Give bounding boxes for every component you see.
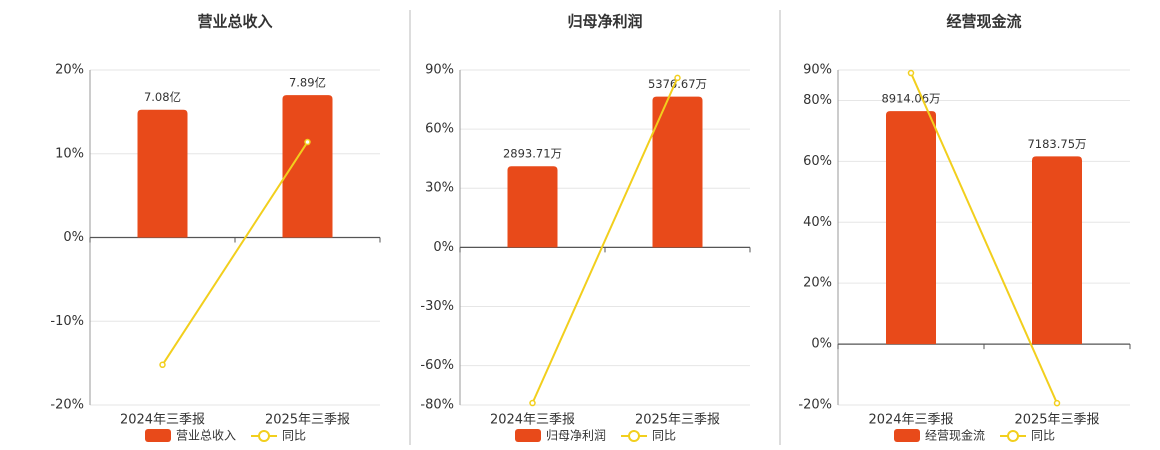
- y-tick-label: -80%: [420, 398, 454, 413]
- chart-title: 经营现金流: [946, 13, 1021, 31]
- x-tick-label: 2025年三季报: [635, 413, 720, 428]
- chart-title: 营业总收入: [197, 13, 272, 31]
- legend-swatch: [145, 429, 171, 442]
- y-tick-label: 80%: [803, 93, 832, 108]
- line-point: [907, 69, 915, 77]
- legend-label: 归母净利润: [546, 429, 606, 443]
- y-tick-label: 90%: [803, 63, 832, 78]
- line-point: [529, 399, 536, 407]
- legend-swatch: [894, 429, 920, 442]
- x-tick-label: 2025年三季报: [265, 413, 350, 428]
- legend-marker: [258, 430, 271, 442]
- line: [910, 72, 1058, 404]
- y-tick-label: 10%: [55, 146, 84, 161]
- line-point: [674, 74, 681, 82]
- legend-label: 同比: [652, 429, 676, 443]
- legend-label: 同比: [282, 429, 306, 443]
- line: [161, 141, 309, 366]
- y-tick-label: -30%: [420, 299, 454, 314]
- legend-label: 营业总收入: [176, 429, 236, 443]
- y-tick-label: -20%: [798, 398, 832, 413]
- y-tick-label: 0%: [63, 230, 84, 245]
- bar: [137, 109, 188, 238]
- bar: [1032, 156, 1082, 345]
- y-tick-label: -10%: [50, 314, 84, 329]
- legend-label: 同比: [1031, 429, 1055, 443]
- legend-label: 经营现金流: [925, 428, 985, 443]
- value-label: 7.08亿: [144, 90, 181, 104]
- y-tick-label: 0%: [811, 337, 832, 352]
- line-point: [1053, 399, 1061, 407]
- value-label: 5376.67万: [648, 77, 707, 91]
- y-tick-label: 60%: [803, 154, 832, 169]
- y-tick-label: 40%: [803, 215, 832, 230]
- y-tick-label: 90%: [425, 63, 454, 78]
- y-tick-label: -20%: [50, 398, 84, 413]
- bar: [886, 111, 936, 345]
- y-tick-label: 20%: [55, 63, 84, 78]
- y-tick-label: 30%: [425, 181, 454, 196]
- value-label: 7.89亿: [289, 76, 326, 90]
- legend-marker: [628, 430, 641, 442]
- legend-swatch: [515, 429, 541, 442]
- chart-title: 归母净利润: [567, 13, 642, 31]
- value-label: 7183.75万: [1027, 137, 1086, 151]
- bar: [282, 95, 333, 238]
- x-tick-label: 2025年三季报: [1014, 413, 1099, 428]
- x-tick-label: 2024年三季报: [120, 413, 205, 428]
- bar: [507, 166, 558, 248]
- line: [531, 77, 679, 404]
- value-label: 2893.71万: [503, 147, 562, 161]
- x-tick-label: 2024年三季报: [868, 413, 953, 428]
- line-point: [304, 138, 311, 146]
- y-tick-label: 0%: [433, 240, 454, 255]
- y-tick-label: -60%: [420, 358, 454, 373]
- legend-marker: [1007, 430, 1020, 442]
- line-point: [159, 361, 166, 369]
- value-label: 8914.06万: [881, 92, 940, 106]
- y-tick-label: 60%: [425, 122, 454, 137]
- x-tick-label: 2024年三季报: [490, 413, 575, 428]
- y-tick-label: 20%: [803, 276, 832, 291]
- bar: [652, 96, 703, 248]
